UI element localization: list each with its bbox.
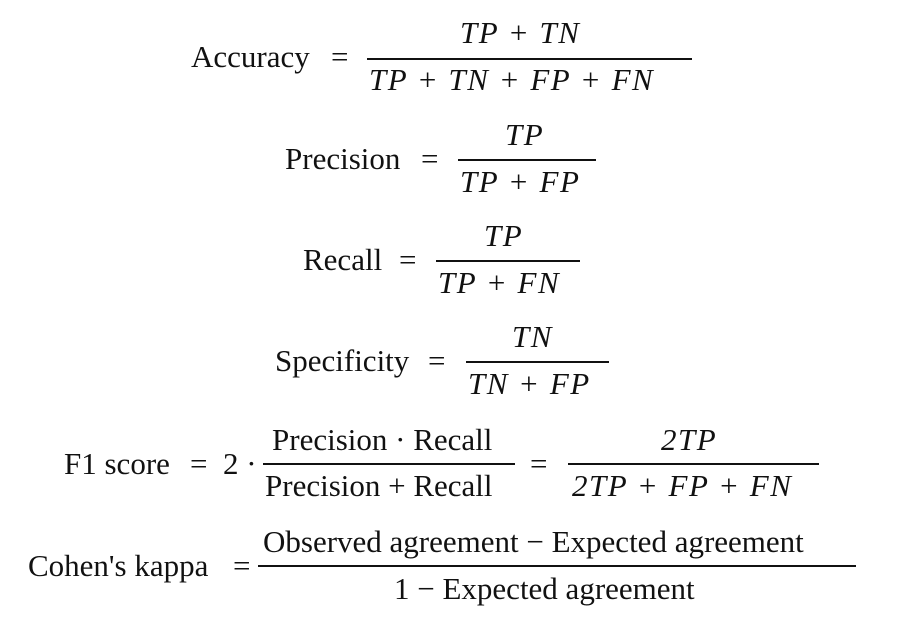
equals-sign: = [233,548,251,583]
equals-sign: = [421,141,439,176]
equals-sign: = [428,343,446,378]
fraction-bar [436,260,580,262]
fraction-bar [258,565,856,567]
f1-simplified-denominator: 2TP + FP + FN [572,468,793,503]
kappa-label: Cohen's kappa [28,548,209,583]
fraction-bar [367,58,692,60]
f1-label: F1 score [64,446,170,481]
accuracy-label: Accuracy [191,39,310,74]
recall-label: Recall [303,242,383,277]
equals-sign: = [190,446,208,481]
f1-coefficient: 2 · [223,446,257,481]
precision-label: Precision [285,141,401,176]
specificity-denominator: TN + FP [468,366,591,401]
specificity-label: Specificity [275,343,410,378]
f1-denominator: Precision + Recall [265,468,493,503]
recall-numerator: TP [484,218,524,253]
equals-sign: = [331,39,349,74]
specificity-numerator: TN [512,319,553,354]
accuracy-numerator: TP + TN [460,15,581,50]
kappa-denominator: 1 − Expected agreement [394,571,695,606]
fraction-bar [458,159,596,161]
f1-simplified-numerator: 2TP [661,422,718,457]
recall-denominator: TP + FN [438,265,561,300]
fraction-bar [263,463,515,465]
f1-numerator: Precision · Recall [272,422,493,457]
kappa-numerator: Observed agreement − Expected agreement [263,524,804,559]
precision-numerator: TP [505,117,545,152]
accuracy-denominator: TP + TN + FP + FN [369,62,655,97]
equals-sign: = [399,242,417,277]
fraction-bar [466,361,609,363]
fraction-bar [568,463,819,465]
precision-denominator: TP + FP [460,164,581,199]
equals-sign: = [530,446,548,481]
